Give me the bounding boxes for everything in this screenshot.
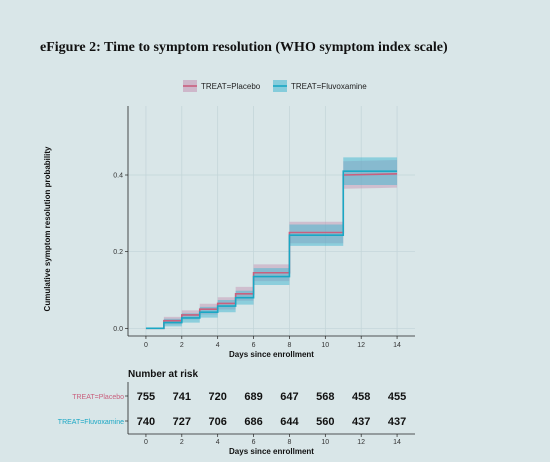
risk-count: 568: [316, 391, 334, 403]
ci-band-1: [145, 157, 398, 329]
risk-row-label: TREAT=Fluvoxamine: [58, 419, 124, 426]
risk-count: 437: [352, 416, 370, 428]
risk-x-tick-label: 0: [144, 439, 148, 446]
x-tick-label: 6: [252, 342, 256, 349]
x-axis-title: Days since enrollment: [229, 350, 314, 359]
risk-x-tick-label: 14: [393, 439, 401, 446]
risk-count: 458: [352, 391, 370, 403]
y-axis-title: Cumulative symptom resolution probabilit…: [43, 146, 52, 311]
risk-x-tick-label: 8: [287, 439, 291, 446]
risk-count: 644: [280, 416, 299, 428]
y-tick-label: 0.4: [113, 173, 123, 180]
figure-title: eFigure 2: Time to symptom resolution (W…: [40, 40, 448, 55]
risk-x-tick-label: 4: [216, 439, 220, 446]
series-line-1: [145, 170, 398, 330]
risk-count: 740: [137, 416, 155, 428]
risk-x-tick-label: 12: [357, 439, 365, 446]
risk-count: 686: [244, 416, 262, 428]
risk-count: 741: [173, 391, 191, 403]
x-tick-label: 14: [393, 342, 401, 349]
risk-count: 727: [173, 416, 191, 428]
x-tick-label: 2: [180, 342, 184, 349]
risk-x-axis-title: Days since enrollment: [229, 447, 314, 456]
x-tick-label: 4: [216, 342, 220, 349]
legend-label: TREAT=Fluvoxamine: [291, 82, 367, 91]
y-tick-label: 0.0: [113, 326, 123, 333]
risk-count: 455: [388, 391, 406, 403]
series-line-0: [145, 173, 398, 330]
risk-count: 647: [280, 391, 298, 403]
risk-count: 689: [244, 391, 262, 403]
legend-label: TREAT=Placebo: [201, 82, 261, 91]
y-tick-label: 0.2: [113, 249, 123, 256]
risk-count: 720: [209, 391, 227, 403]
risk-count: 560: [316, 416, 334, 428]
risk-row-label: TREAT=Placebo: [72, 394, 124, 401]
risk-x-tick-label: 10: [321, 439, 329, 446]
x-tick-label: 0: [144, 342, 148, 349]
risk-x-tick-label: 2: [180, 439, 184, 446]
ci-band-0: [145, 160, 398, 329]
risk-count: 437: [388, 416, 406, 428]
risk-table-title: Number at risk: [128, 369, 198, 380]
x-tick-label: 10: [321, 342, 329, 349]
risk-count: 706: [209, 416, 227, 428]
x-tick-label: 8: [287, 342, 291, 349]
risk-x-tick-label: 6: [252, 439, 256, 446]
x-tick-label: 12: [357, 342, 365, 349]
risk-count: 755: [137, 391, 155, 403]
